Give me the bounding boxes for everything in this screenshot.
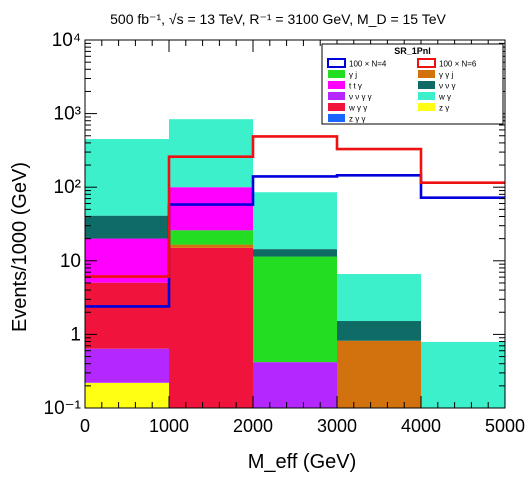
x-tick-label: 1000: [149, 416, 189, 436]
legend-label: 100 × N=4: [349, 60, 387, 69]
y-tick-label: 10: [60, 251, 81, 272]
legend-swatch: [418, 103, 435, 111]
plot-frame: [84, 39, 506, 409]
histogram-bar: [169, 230, 253, 245]
histogram-bar: [85, 139, 169, 216]
y-tick-label: 10³: [54, 104, 81, 125]
legend-swatch: [328, 70, 345, 78]
histogram-bar: [169, 119, 253, 188]
histogram-bar: [85, 215, 169, 239]
signal-line: [85, 135, 505, 278]
legend-label: ν ν γ: [439, 82, 455, 91]
legend-label: z γ: [439, 104, 449, 113]
legend-title: SR_1PnI: [394, 46, 431, 56]
legend-label: t t γ: [349, 82, 362, 91]
histogram-bar: [85, 382, 169, 408]
x-tick-label: 2000: [233, 416, 273, 436]
legend-swatch: [417, 58, 436, 68]
y-tick-label: 10⁻¹: [44, 398, 82, 419]
legend: SR_1PnI 100 × N=4 100 × N=6 γ j γ γ j t t γ ν …: [321, 43, 504, 125]
histogram-bar: [253, 249, 337, 257]
histogram-bar: [169, 187, 253, 231]
legend-label: ν ν γ γ: [349, 93, 372, 102]
legend-label: 100 × N=6: [439, 60, 477, 69]
legend-label: w γ: [438, 93, 451, 102]
histogram-bar: [337, 273, 421, 322]
legend-label: γ γ j: [439, 71, 453, 80]
legend-swatch: [418, 70, 435, 78]
axes: 0 1000 2000 3000 4000 5000 10⁻¹ 1 10 10² 10³ 10⁴: [44, 30, 526, 436]
signal-lines: [85, 135, 505, 308]
legend-swatch: [418, 81, 435, 89]
histogram-bar: [169, 247, 253, 408]
legend-label: γ j: [349, 71, 357, 80]
y-tick-label: 1: [70, 324, 81, 345]
legend-box: [321, 43, 504, 125]
legend-swatch: [328, 81, 345, 89]
x-tick-label: 5000: [485, 416, 525, 436]
histogram-bar: [85, 348, 169, 383]
histogram-bar: [337, 340, 421, 408]
y-tick-label: 10⁴: [52, 30, 81, 51]
histogram-bar: [421, 341, 505, 408]
legend-label: z γ γ: [349, 115, 365, 124]
histogram-bar: [85, 282, 169, 349]
x-axis-label: M_eff (GeV): [248, 451, 357, 473]
y-axis-label: Events/1000 (GeV): [9, 162, 31, 332]
histogram-bar: [169, 244, 253, 248]
legend-swatch: [327, 58, 346, 68]
histogram-bar: [253, 362, 337, 408]
histogram-bar: [253, 192, 337, 250]
histogram-bar: [337, 321, 421, 341]
histogram-bar: [253, 256, 337, 363]
x-tick-label: 3000: [317, 416, 357, 436]
legend-swatch: [328, 103, 345, 111]
legend-swatch: [418, 92, 435, 100]
legend-label: w γ γ: [348, 104, 367, 113]
x-tick-label: 0: [80, 416, 90, 436]
chart-title: 500 fb⁻¹, √s = 13 TeV, R⁻¹ = 3100 GeV, M…: [110, 11, 446, 27]
x-tick-label: 4000: [401, 416, 441, 436]
legend-swatch: [328, 92, 345, 100]
y-tick-label: 10²: [54, 177, 81, 198]
stacked-bars: [85, 119, 505, 408]
legend-swatch: [328, 114, 345, 122]
